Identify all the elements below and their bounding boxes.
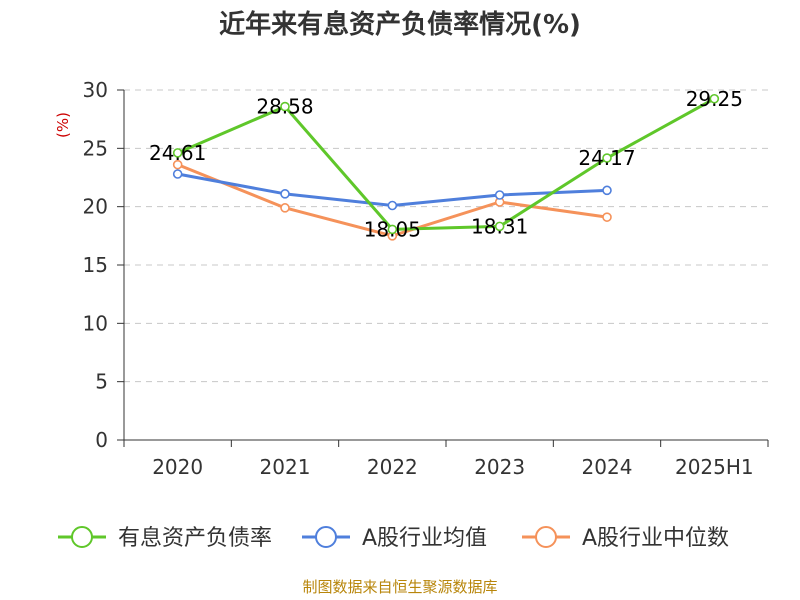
grid-lines [124, 89, 768, 383]
y-tick-label: 30 [83, 78, 108, 102]
x-tick-label: 2025H1 [675, 455, 754, 479]
source-note: 制图数据来自恒生聚源数据库 [302, 578, 497, 596]
data-point [172, 169, 183, 179]
data-label: 18.31 [471, 214, 528, 238]
data-point [172, 148, 183, 158]
axes: 0 5 10 15 20 25 30 2020 2021 2022 2023 2024 2025H1 [83, 78, 769, 479]
data-label: 29.25 [686, 87, 743, 111]
series-layer [172, 93, 720, 241]
data-point [387, 224, 398, 235]
legend-label: 有息资产负债率 [118, 526, 272, 551]
data-point [172, 159, 183, 170]
legend-swatch-marker [535, 526, 557, 548]
y-tick-label: 5 [95, 370, 108, 394]
chart-title: 近年来有息资产负债率情况(%) [219, 9, 581, 40]
data-point [280, 189, 290, 199]
legend-swatch-marker [71, 526, 93, 548]
x-tick-label: 2024 [582, 455, 633, 479]
data-label: 24.61 [149, 141, 206, 165]
x-tick-label: 2021 [260, 455, 311, 479]
data-point [602, 212, 612, 222]
y-axis-label: (%) [54, 112, 72, 138]
data-point [494, 221, 505, 232]
data-label: 28.58 [256, 95, 313, 119]
data-label: 24.17 [578, 146, 635, 170]
legend: 有息资产负债率 A股行业均值 A股行业中位数 [58, 526, 729, 551]
x-tick-label: 2020 [152, 455, 203, 479]
data-point [280, 101, 290, 112]
series-line-0 [177, 97, 716, 231]
data-labels: 24.61 28.58 18.05 18.31 24.17 29.25 [149, 87, 743, 242]
data-point [602, 153, 612, 163]
y-tick-label: 10 [83, 311, 108, 335]
data-point [709, 93, 720, 104]
y-tick-label: 25 [83, 136, 108, 160]
x-tick-label: 2022 [367, 455, 418, 479]
data-point [494, 190, 505, 200]
legend-label: A股行业均值 [362, 526, 487, 551]
data-point [602, 185, 612, 196]
legend-swatch-marker [315, 526, 337, 548]
data-label: 18.05 [364, 217, 421, 241]
y-tick-label: 20 [83, 195, 108, 219]
y-tick-label: 0 [95, 428, 108, 452]
data-point [387, 200, 398, 211]
data-point [280, 203, 290, 213]
y-tick-label: 15 [83, 253, 108, 277]
legend-label: A股行业中位数 [582, 526, 729, 551]
x-tick-label: 2023 [474, 455, 525, 479]
